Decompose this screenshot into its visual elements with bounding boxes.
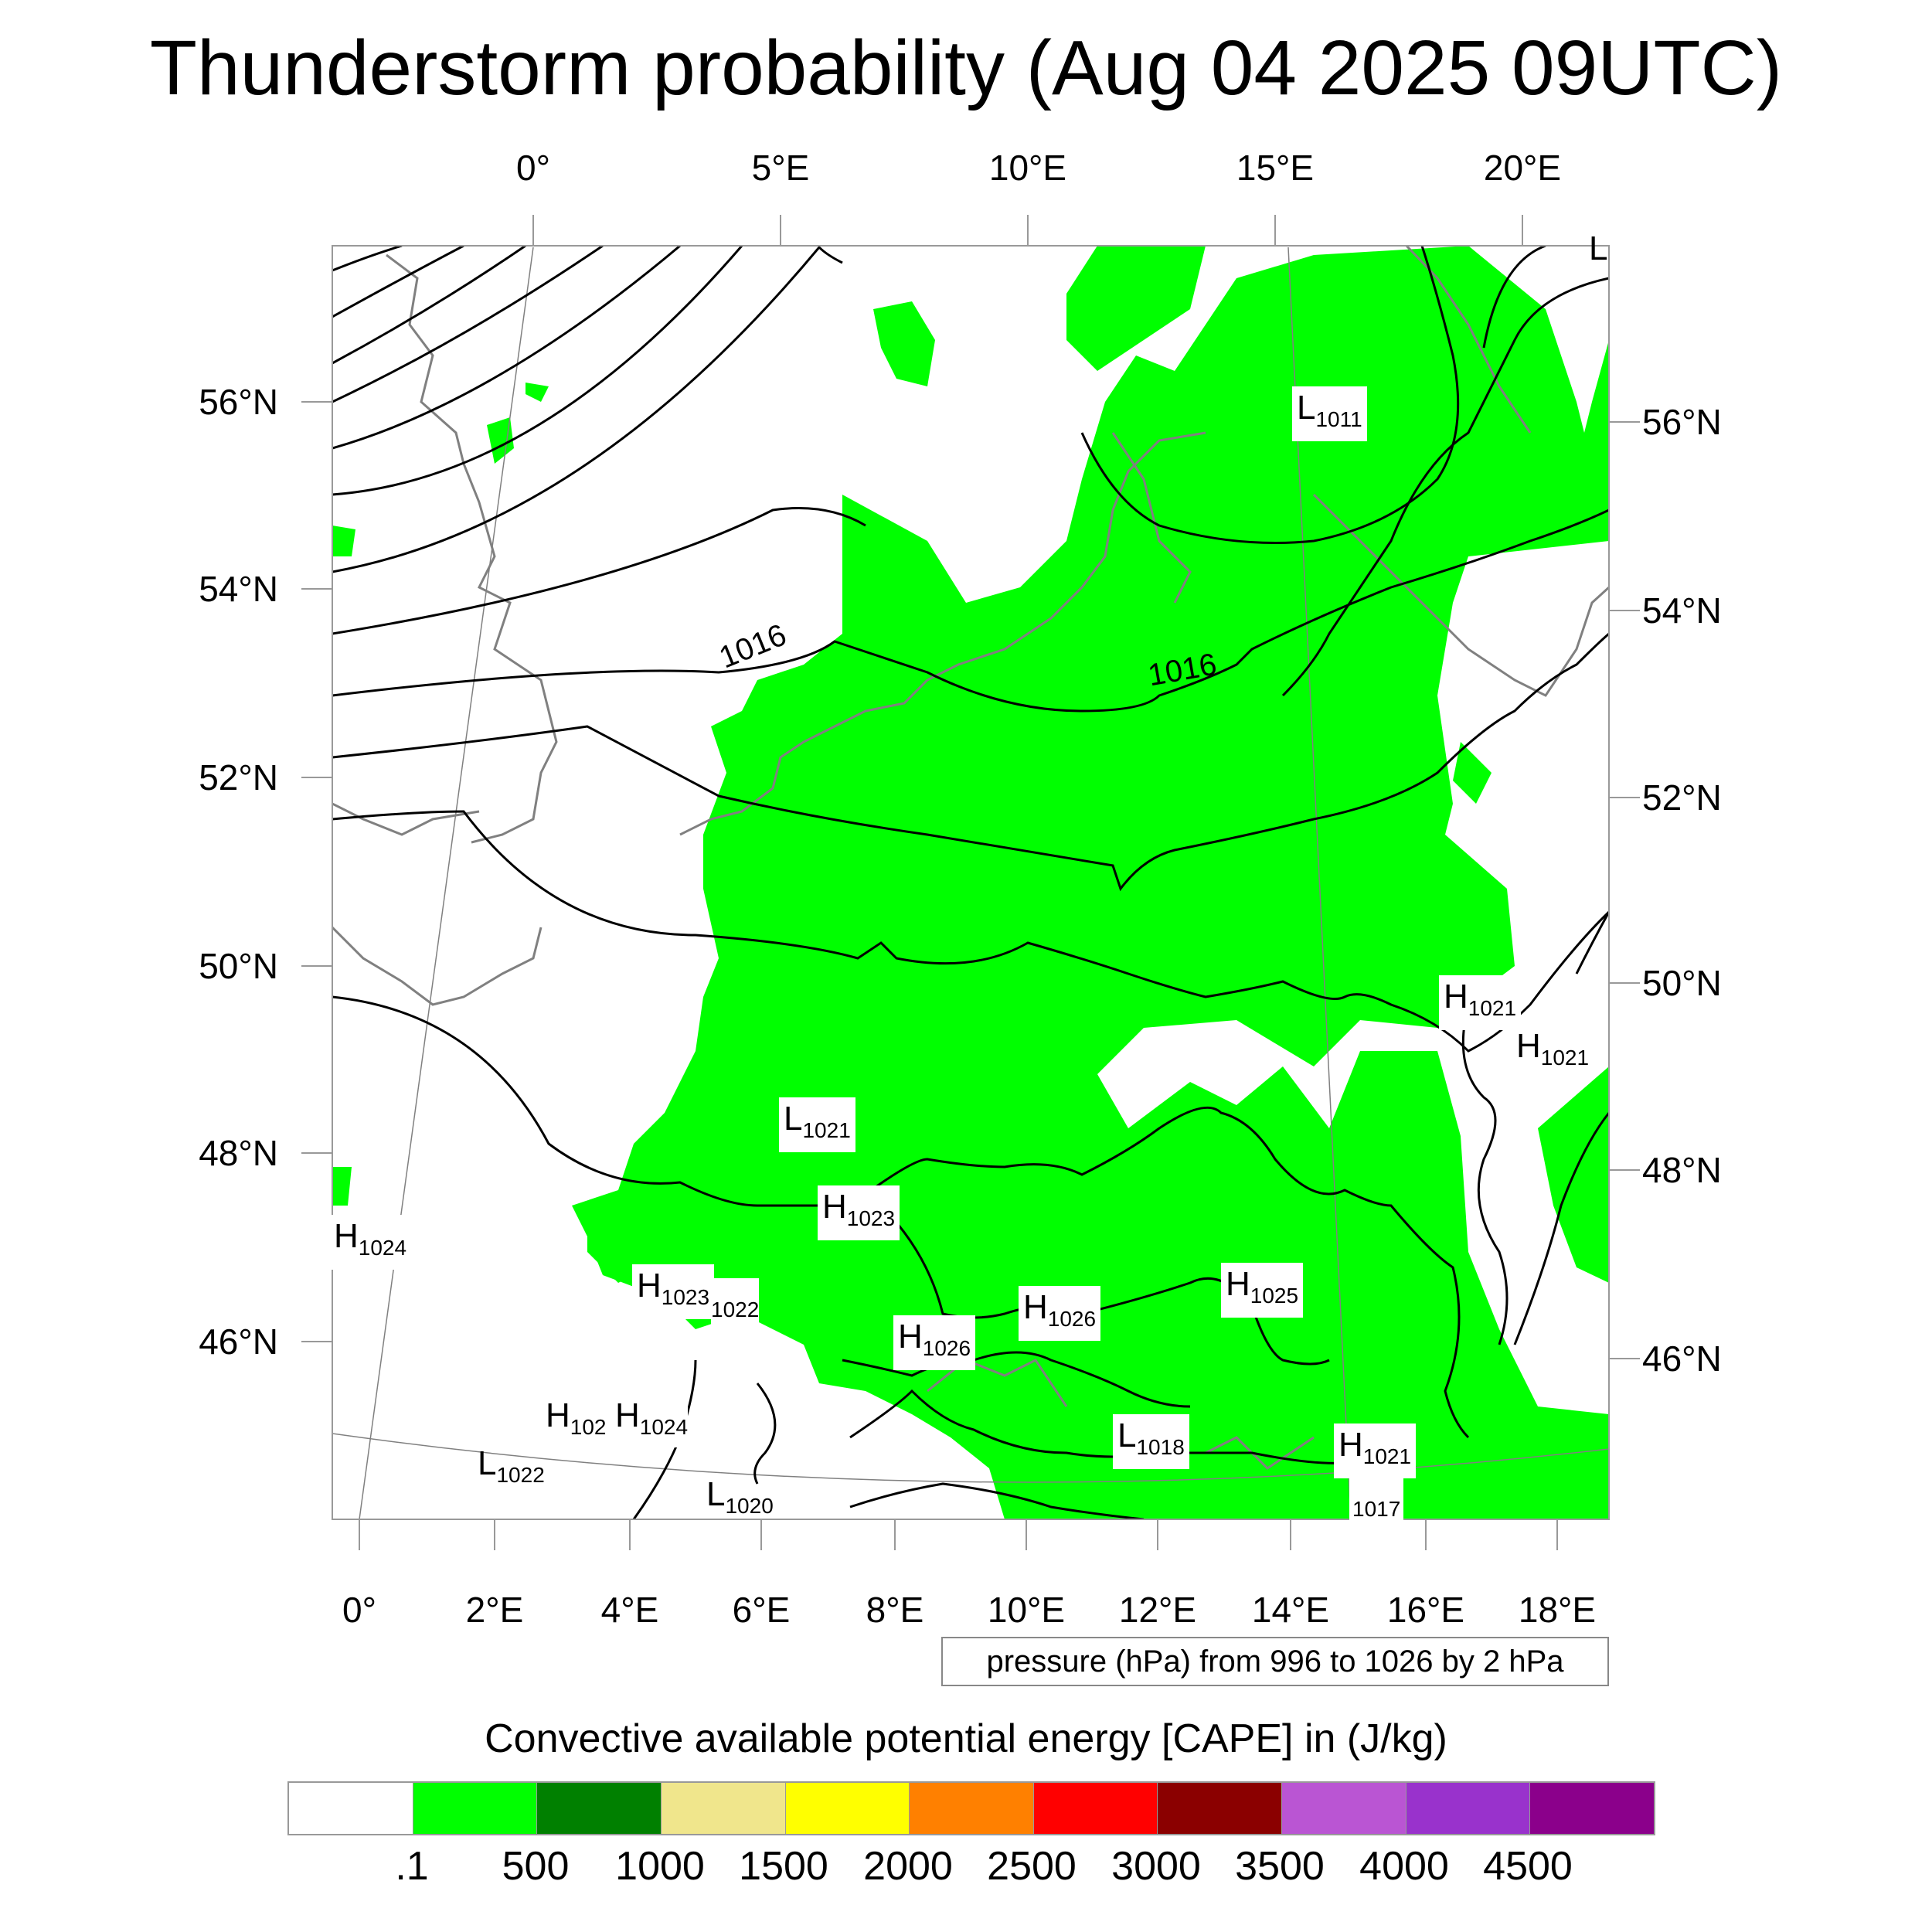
colorbar-swatch (1405, 1783, 1530, 1834)
lat-label-right: 46°N (1642, 1338, 1722, 1379)
colorbar-title: Convective available potential energy [C… (485, 1716, 1447, 1761)
pressure-center-label: H1026 (1019, 1286, 1101, 1341)
lat-label-left: 46°N (199, 1321, 278, 1362)
lat-label-left: 48°N (199, 1133, 278, 1173)
lon-label-bottom: 14°E (1251, 1590, 1330, 1630)
pressure-center-label: H1021 (1439, 975, 1522, 1030)
colorbar-label: 4500 (1483, 1844, 1573, 1889)
colorbar-label: 3500 (1235, 1844, 1325, 1889)
axis-ticks (301, 215, 1640, 1550)
colorbar-swatch (784, 1783, 910, 1834)
pressure-center-label: H1021 (1512, 1025, 1594, 1080)
lon-label-top: 5°E (751, 148, 810, 188)
lon-label-bottom: 4°E (600, 1590, 659, 1630)
pressure-center-label: H1023 (632, 1264, 715, 1319)
colorbar-swatch (1032, 1783, 1158, 1834)
contour-label: 1016 (715, 617, 791, 675)
pressure-center-label: H1024 (615, 1396, 689, 1447)
pressure-center-label: 1022 (711, 1278, 760, 1330)
lat-label-right: 54°N (1642, 590, 1722, 631)
lon-label-bottom: 18°E (1518, 1590, 1597, 1630)
lon-label-top: 15°E (1236, 148, 1315, 188)
lat-label-left: 50°N (199, 946, 278, 986)
pressure-center-label: H1023 (818, 1185, 900, 1240)
lon-label-bottom: 16°E (1386, 1590, 1465, 1630)
colorbar-swatch (1157, 1783, 1282, 1834)
lat-label-left: 56°N (199, 382, 278, 422)
chart-title: Thunderstorm probability (Aug 04 2025 09… (149, 25, 1783, 111)
pressure-center-label: 1017 (1349, 1478, 1404, 1529)
lon-label-top: 10°E (988, 148, 1067, 188)
pressure-center-label: L (1589, 230, 1608, 267)
pressure-info-box: pressure (hPa) from 996 to 1026 by 2 hPa (941, 1637, 1609, 1686)
colorbar-swatch (1281, 1783, 1406, 1834)
lon-label-bottom: 0° (342, 1590, 376, 1630)
pressure-center-label: H1026 (893, 1315, 976, 1370)
isobars (332, 246, 1609, 1519)
pressure-center-label: L1021 (779, 1097, 855, 1152)
colorbar-swatch (660, 1783, 785, 1834)
colorbar-swatch (412, 1783, 537, 1834)
colorbar-label: 4000 (1359, 1844, 1449, 1889)
pressure-center-label: H1021 (1334, 1423, 1417, 1478)
colorbar-label: 3000 (1111, 1844, 1201, 1889)
lat-label-right: 56°N (1642, 402, 1722, 442)
colorbar-label: 1500 (739, 1844, 828, 1889)
colorbar-swatch (1529, 1783, 1655, 1834)
lon-label-top: 0° (516, 148, 550, 188)
lon-label-bottom: 12°E (1118, 1590, 1197, 1630)
pressure-center-label: L1020 (706, 1475, 774, 1518)
colorbar-label: 500 (502, 1844, 570, 1889)
colorbar-label: 1000 (615, 1844, 705, 1889)
cape-fill-regions (332, 246, 1609, 1519)
lat-label-right: 50°N (1642, 963, 1722, 1003)
lon-label-top: 20°E (1483, 148, 1562, 188)
pressure-center-label: H1025 (1221, 1263, 1304, 1318)
colorbar-label: .1 (395, 1844, 429, 1889)
lat-label-right: 52°N (1642, 777, 1722, 818)
colorbar (287, 1781, 1655, 1835)
pressure-center-label: H1024 (329, 1215, 412, 1270)
lat-label-left: 52°N (199, 757, 278, 798)
lon-label-bottom: 8°E (866, 1590, 924, 1630)
pressure-center-label: H102 (546, 1396, 607, 1447)
colorbar-label: 2000 (863, 1844, 953, 1889)
colorbar-swatch (536, 1783, 661, 1834)
lon-label-bottom: 2°E (465, 1590, 524, 1630)
colorbar-label: 2500 (987, 1844, 1077, 1889)
lon-label-bottom: 6°E (732, 1590, 791, 1630)
colorbar-swatch (909, 1783, 1033, 1834)
lat-label-right: 48°N (1642, 1150, 1722, 1190)
pressure-center-label: L1011 (1292, 386, 1367, 441)
pressure-center-label: L1018 (1113, 1414, 1189, 1469)
pressure-center-label: L1022 (478, 1444, 545, 1487)
lon-label-bottom: 10°E (987, 1590, 1066, 1630)
colorbar-swatch (289, 1783, 413, 1834)
lat-label-left: 54°N (199, 569, 278, 609)
